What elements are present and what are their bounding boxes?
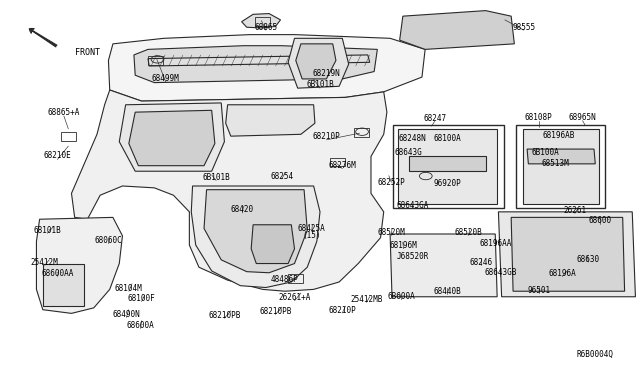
Text: 6B101B: 6B101B bbox=[202, 173, 230, 182]
Text: 68101B: 68101B bbox=[33, 226, 61, 235]
Text: 68254: 68254 bbox=[270, 171, 293, 180]
Polygon shape bbox=[511, 217, 625, 291]
Text: 68252P: 68252P bbox=[378, 178, 405, 187]
Text: 68965N: 68965N bbox=[569, 113, 596, 122]
Text: 68643G: 68643G bbox=[394, 148, 422, 157]
Polygon shape bbox=[397, 129, 497, 205]
Polygon shape bbox=[409, 157, 486, 171]
Polygon shape bbox=[399, 11, 515, 49]
Text: 68600A: 68600A bbox=[127, 321, 154, 330]
Text: 68196M: 68196M bbox=[390, 241, 417, 250]
Text: 68643GB: 68643GB bbox=[484, 268, 516, 277]
Text: 48486P: 48486P bbox=[271, 275, 299, 284]
Text: FRONT: FRONT bbox=[75, 48, 100, 57]
Text: 26261: 26261 bbox=[563, 206, 586, 215]
Text: 68100A: 68100A bbox=[433, 134, 461, 142]
Polygon shape bbox=[390, 234, 497, 297]
Polygon shape bbox=[204, 190, 307, 273]
Text: 68513M: 68513M bbox=[541, 158, 569, 168]
Polygon shape bbox=[134, 46, 378, 83]
Polygon shape bbox=[242, 13, 280, 28]
Text: 68440B: 68440B bbox=[433, 287, 461, 296]
Text: R6B0004Q: R6B0004Q bbox=[576, 350, 613, 359]
Text: 68196AB: 68196AB bbox=[543, 131, 575, 140]
Bar bbox=[393, 125, 504, 208]
Text: 96920P: 96920P bbox=[433, 179, 461, 188]
Text: 68247: 68247 bbox=[423, 114, 446, 123]
Text: 68520B: 68520B bbox=[454, 228, 483, 237]
Text: 68210P: 68210P bbox=[328, 305, 356, 315]
Text: 68246: 68246 bbox=[470, 257, 493, 267]
Polygon shape bbox=[72, 90, 387, 291]
Polygon shape bbox=[108, 35, 425, 101]
Text: 68865+A: 68865+A bbox=[47, 108, 80, 118]
Text: 96501: 96501 bbox=[527, 286, 550, 295]
Polygon shape bbox=[191, 186, 320, 288]
Polygon shape bbox=[251, 225, 294, 263]
Text: 68520M: 68520M bbox=[378, 228, 405, 237]
Text: 6B101B: 6B101B bbox=[306, 80, 334, 89]
Polygon shape bbox=[527, 149, 595, 164]
Text: 68420: 68420 bbox=[230, 205, 254, 215]
Text: (15): (15) bbox=[303, 231, 321, 240]
Text: 68643GA: 68643GA bbox=[396, 201, 429, 210]
Text: 68196A: 68196A bbox=[548, 269, 576, 278]
Text: J68520R: J68520R bbox=[397, 252, 429, 262]
Text: 98555: 98555 bbox=[513, 23, 536, 32]
Text: 68248N: 68248N bbox=[399, 134, 426, 142]
Text: 68100F: 68100F bbox=[128, 294, 156, 303]
Text: 68499M: 68499M bbox=[152, 74, 180, 83]
Text: 25412M: 25412M bbox=[31, 258, 59, 267]
Text: 26261+A: 26261+A bbox=[278, 294, 310, 302]
Text: 68196AA: 68196AA bbox=[479, 239, 511, 248]
Text: 68060C: 68060C bbox=[95, 236, 122, 245]
Polygon shape bbox=[148, 55, 370, 66]
Text: 68865: 68865 bbox=[254, 23, 277, 32]
Text: 68600: 68600 bbox=[589, 216, 612, 225]
Text: 68210PB: 68210PB bbox=[208, 311, 241, 320]
Text: 68210P: 68210P bbox=[312, 132, 340, 141]
Text: 6B600A: 6B600A bbox=[388, 292, 415, 301]
Text: 6B100A: 6B100A bbox=[531, 148, 559, 157]
Polygon shape bbox=[523, 129, 599, 205]
Polygon shape bbox=[129, 110, 215, 166]
Bar bbox=[516, 125, 605, 208]
Polygon shape bbox=[499, 212, 636, 297]
Text: 68600AA: 68600AA bbox=[41, 269, 74, 278]
Polygon shape bbox=[43, 263, 84, 306]
Text: 68210E: 68210E bbox=[44, 151, 71, 160]
Polygon shape bbox=[36, 217, 122, 313]
Text: 25412MB: 25412MB bbox=[350, 295, 383, 304]
Text: 68104M: 68104M bbox=[115, 284, 143, 293]
Polygon shape bbox=[119, 103, 225, 171]
Text: 68210PB: 68210PB bbox=[259, 307, 292, 316]
Polygon shape bbox=[296, 44, 336, 79]
Polygon shape bbox=[288, 38, 349, 88]
Text: 68108P: 68108P bbox=[525, 113, 552, 122]
Text: 68425A: 68425A bbox=[298, 224, 326, 233]
Polygon shape bbox=[226, 105, 315, 136]
Text: 68276M: 68276M bbox=[328, 161, 356, 170]
Text: 68490N: 68490N bbox=[113, 310, 140, 319]
Text: 68219N: 68219N bbox=[312, 69, 340, 78]
Text: 68630: 68630 bbox=[577, 254, 600, 264]
